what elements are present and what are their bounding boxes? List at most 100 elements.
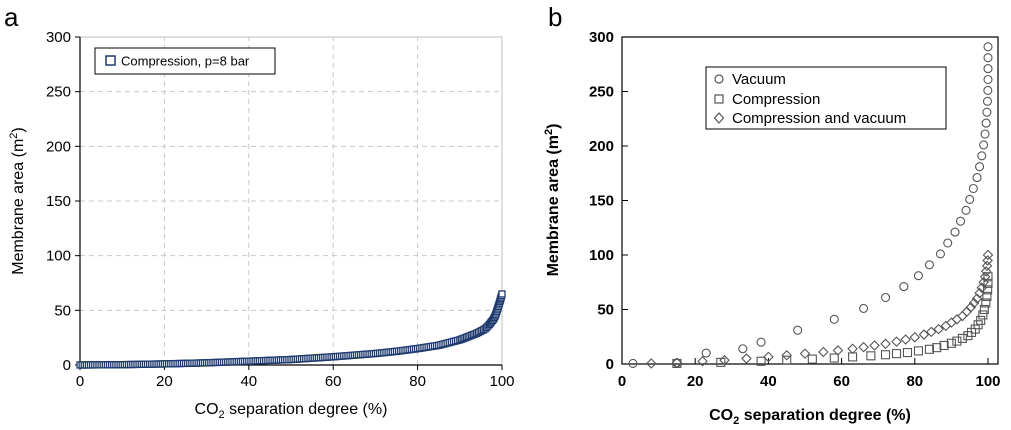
panel-b-data-point-square — [913, 346, 924, 356]
panel-a-y-tick-label: 250 — [46, 84, 71, 101]
panel-b-data-point-circle — [950, 227, 960, 237]
panel-a-legend: Compression, p=8 bar — [94, 47, 276, 75]
panel-b-data-point-diamond — [946, 317, 957, 328]
panel-b-data-point-diamond — [957, 310, 968, 322]
panel-a-y-tick-label: 100 — [46, 248, 71, 265]
panel-b-data-point-diamond — [978, 276, 989, 288]
panel-b-data-point-square — [848, 352, 858, 362]
panel-a-y-tick-label: 150 — [46, 193, 71, 210]
panel-b-data-point-circle — [756, 337, 766, 347]
panel-b-data-point-circle — [859, 303, 869, 313]
panel-b-data-point-diamond — [909, 332, 921, 343]
panel-b-data-point-circle — [977, 151, 987, 161]
panel-a-x-ticks: 0 20 40 60 80 100 — [76, 364, 515, 390]
panel-b-data-point-diamond — [968, 297, 980, 309]
panel-b-data-point-diamond — [741, 353, 752, 364]
panel-b-data-point-circle — [672, 358, 682, 368]
panel-b-data-point-circle — [979, 140, 989, 150]
panel-b-legend-circle-marker-icon — [714, 74, 724, 84]
panel-b-data-point-square — [782, 355, 792, 365]
panel-b-data-point-square — [807, 354, 817, 364]
panel-b-data-point-circle — [983, 85, 993, 95]
panel-b-y-tick-label: 200 — [589, 138, 614, 155]
panel-b-data-point-square — [979, 304, 989, 315]
panel-b-x-tick-label: 100 — [975, 373, 1000, 390]
panel-b-data-point-circle — [913, 271, 924, 281]
panel-b-data-point-circle — [983, 64, 993, 74]
panel-a-data-point — [498, 290, 506, 298]
panel-b-y-tick-label: 0 — [606, 356, 614, 373]
panel-b-data-point-square — [978, 310, 988, 320]
panel-b-data-point-square — [924, 344, 934, 354]
panel-a-y-tick-label: 50 — [54, 302, 71, 319]
panel-b-series — [628, 42, 994, 369]
panel-b-data-point-square — [946, 338, 956, 348]
panel-a-y-axis-label: Membrane area (m2) — [8, 127, 27, 275]
panel-b-data-point-circle — [943, 238, 953, 248]
panel-b-data-point-diamond — [981, 260, 993, 272]
panel-a-legend-box — [94, 47, 276, 75]
panel-b-data-point-square — [866, 351, 876, 361]
panel-b-data-point-square — [891, 349, 902, 359]
panel-a-x-tick-label: 0 — [76, 373, 84, 390]
panel-b-data-point-circle — [982, 107, 992, 117]
panel-b-data-point-square — [902, 348, 913, 358]
panel-b-data-point-square — [982, 291, 992, 301]
panel-b-legend-square-marker-icon — [714, 94, 724, 104]
panel-a-y-tick-label: 200 — [46, 138, 71, 155]
panel-a-series-compression — [76, 290, 506, 369]
panel-b-data-point-diamond — [965, 302, 977, 313]
panel-b-data-point-circle — [975, 162, 985, 172]
panel-a-y-tick-label: 0 — [63, 357, 71, 374]
panel-b-x-tick-label: 20 — [687, 373, 704, 390]
panel-b-data-point-diamond — [646, 358, 657, 369]
panel-b-data-point-diamond — [697, 355, 708, 367]
panel-b-data-point-square — [716, 357, 726, 367]
panel-b-data-point-circle — [968, 183, 978, 194]
panel-b-data-point-circle — [935, 249, 945, 259]
panel-b-data-point-square — [829, 353, 839, 363]
panel-b-data-point-diamond — [847, 343, 858, 355]
panel-b-data-point-circle — [793, 325, 803, 335]
panel-b-data-point-diamond — [933, 323, 944, 335]
panel-b-data-point-circle — [983, 53, 993, 63]
panel-a-x-tick-label: 100 — [489, 373, 514, 390]
panel-b-data-point-diamond — [979, 271, 991, 283]
panel-b-y-ticks: 0 50 100 150 200 250 300 — [589, 29, 628, 373]
panel-b-x-tick-label: 60 — [833, 373, 850, 390]
panel-b-x-tick-label: 40 — [760, 373, 777, 390]
panel-b-data-point-diamond — [925, 326, 937, 338]
panel-b-data-point-circle — [738, 344, 748, 354]
panel-b-data-point-square — [932, 343, 942, 353]
panel-a-x-tick-label: 20 — [156, 373, 173, 390]
panel-b-data-point-circle — [701, 348, 711, 358]
panel-b-legend-diamond-marker-icon — [713, 112, 725, 124]
panel-b-data-point-circle — [965, 194, 975, 204]
panel-a-legend-square-marker-icon — [105, 55, 116, 66]
panel-a: a 0 50 100 150 200 250 300 0 20 40 60 80 100 Compre… — [4, 2, 515, 421]
panel-b-y-tick-label: 300 — [589, 29, 614, 46]
panel-b-data-point-diamond — [763, 351, 774, 363]
panel-b-y-tick-label: 100 — [589, 247, 614, 264]
panel-b-letter: b — [548, 2, 562, 32]
panel-b-data-point-diamond — [918, 329, 930, 340]
panel-b-data-point-square — [983, 272, 993, 282]
panel-b-data-point-diamond — [799, 348, 811, 359]
panel-b-data-point-square — [756, 356, 766, 366]
panel-b-data-point-circle — [955, 216, 966, 226]
panel-b-data-point-diamond — [980, 266, 992, 277]
panel-b-x-tick-label: 0 — [618, 373, 626, 390]
panel-b-data-point-diamond — [818, 346, 829, 358]
panel-b-data-point-circle — [829, 314, 839, 324]
panel-b-data-point-circle — [982, 96, 993, 106]
panel-b-data-point-square — [880, 350, 891, 360]
panel-b-data-point-diamond — [982, 255, 993, 266]
panel-b-data-point-diamond — [891, 336, 902, 347]
panel-b-data-point-diamond — [869, 340, 880, 351]
panel-b-data-point-diamond — [671, 357, 683, 369]
panel-a-legend-label: Compression, p=8 bar — [121, 54, 250, 69]
panel-a-y-tick-label: 300 — [46, 29, 71, 46]
panel-a-gridlines — [79, 36, 503, 366]
panel-b-legend-box — [705, 66, 947, 130]
